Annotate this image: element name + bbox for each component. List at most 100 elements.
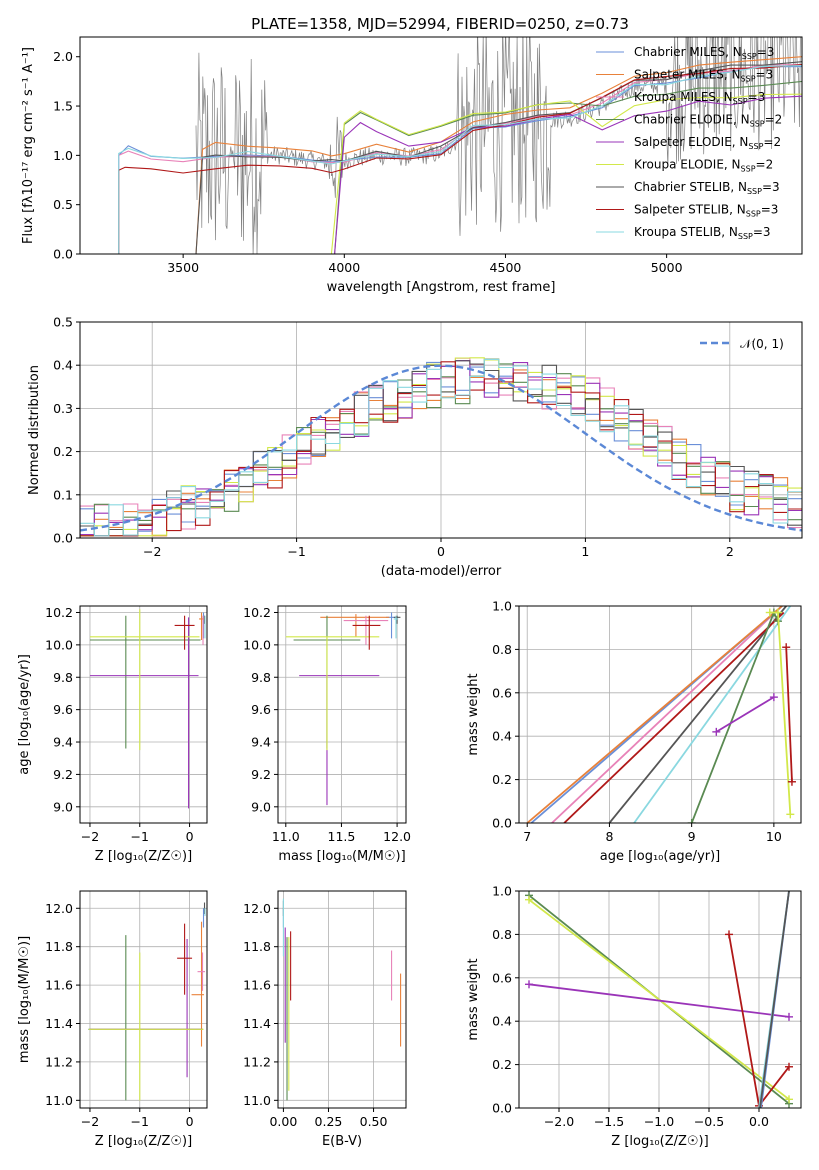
x-tick-label: −1.5 [594, 1114, 624, 1129]
panel-age_vs_Z: −2 −1 0 9.0 9.2 9.4 9.6 9.8 10.0 10.2 Z [log₁₀(Z/Z… [17, 605, 208, 864]
legend-entry: Chabrier STELIB, NSSP=3 [634, 180, 780, 196]
x-tick-label: −1 [131, 829, 149, 844]
y-tick-label: 0.0 [492, 816, 512, 831]
errorbar-kroupa-elodie [89, 609, 200, 751]
axes-frame [277, 890, 407, 1109]
y-tick-label: 11.0 [45, 1093, 73, 1108]
errorbar-kroupa-stelib [393, 615, 399, 639]
legend-entry: 𝒩(0, 1) [740, 337, 784, 351]
y-tick-label: 11.4 [45, 1016, 73, 1031]
x-tick-label: −1.0 [644, 1114, 674, 1129]
x-tick-label: 0.0 [749, 1114, 769, 1129]
weight-line-salpeter-miles [526, 606, 783, 823]
y-tick-label: 0.4 [53, 358, 73, 373]
y-tick-label: 10.0 [45, 637, 73, 652]
axes-frame [79, 605, 208, 824]
x-axis-label: age [log₁₀(age/yr)] [600, 849, 721, 864]
axes-frame [518, 605, 802, 824]
y-tick-label: 0.4 [492, 1014, 512, 1029]
weight-line-kroupa-stelib [633, 606, 792, 823]
legend-entry: Salpeter ELODIE, NSSP=2 [634, 135, 781, 151]
errorbar-salpeter-elodie [89, 617, 199, 809]
y-tick-label: 9.0 [53, 799, 73, 814]
x-tick-label: 2 [726, 544, 734, 559]
y-tick-label: 11.6 [45, 978, 73, 993]
legend-entry: Salpeter MILES, NSSP=3 [634, 68, 773, 84]
errorbar-kroupa-miles [197, 952, 206, 991]
x-tick-label: 3500 [167, 260, 199, 275]
y-tick-label: 9.2 [251, 767, 271, 782]
errorbar-chabrier-elodie [89, 615, 201, 749]
y-axis-label: age [log₁₀(age/yr)] [17, 654, 32, 775]
axes-frame [518, 890, 802, 1109]
y-tick-label: 2.0 [53, 49, 73, 64]
y-tick-label: 9.2 [53, 767, 73, 782]
panel-spectrum: 3500 4000 4500 5000 0.0 0.5 1.0 1.5 2.0 wavelengt… [21, 36, 803, 295]
weight-line-chabrier-stelib [759, 891, 790, 1108]
y-tick-label: 11.2 [243, 1054, 271, 1069]
x-tick-label: −1 [131, 1114, 149, 1129]
y-tick-label: 0.2 [492, 1057, 512, 1072]
y-tick-label: 0.6 [492, 685, 512, 700]
y-axis-label: mass weight [466, 958, 481, 1040]
panel-mass_vs_EBV: 0.00 0.25 0.50 11.0 11.2 11.4 11.6 11.8 12.0 E(B-… [243, 890, 407, 1149]
y-tick-label: 11.2 [45, 1054, 73, 1069]
y-tick-label: 1.0 [492, 599, 512, 614]
plot-area [526, 606, 796, 823]
y-tick-label: 0.5 [53, 315, 73, 330]
y-axis-label: mass weight [466, 673, 481, 755]
legend-entry: Kroupa STELIB, NSSP=3 [634, 225, 771, 241]
x-tick-label: 0 [186, 1114, 194, 1129]
errorbar-kroupa-miles [343, 615, 389, 645]
y-tick-label: 10.2 [243, 605, 271, 620]
plot-area [282, 898, 402, 1101]
model-line-kroupa-stelib [118, 65, 802, 254]
errorbar-salpeter-stelib [174, 615, 195, 650]
x-tick-label: −0.5 [694, 1114, 724, 1129]
x-tick-label: 11.0 [272, 829, 300, 844]
y-tick-label: 9.4 [251, 735, 271, 750]
y-tick-label: 0.2 [53, 444, 73, 459]
x-tick-label: 0.50 [360, 1114, 388, 1129]
figure-title: PLATE=1358, MJD=52994, FIBERID=0250, z=0… [251, 15, 629, 33]
weight-line-kroupa-elodie [525, 895, 793, 1104]
y-tick-label: 10.2 [45, 605, 73, 620]
y-tick-label: 11.6 [243, 978, 271, 993]
x-tick-label: 0.00 [269, 1114, 297, 1129]
x-axis-label: Z [log₁₀(Z/Z☉)] [95, 1134, 192, 1149]
panel-age_vs_mass: 11.0 11.5 12.0 9.0 9.2 9.4 9.6 9.8 10.0 10.2 mass … [243, 605, 411, 864]
weight-line-salpeter-elodie [525, 980, 793, 1021]
weight-line-salpeter-elodie [712, 693, 778, 736]
y-tick-label: 0.0 [492, 1101, 512, 1116]
x-tick-label: 10 [766, 829, 782, 844]
plot-area [285, 612, 401, 806]
model-line-salpeter-miles [195, 56, 802, 254]
x-axis-label: Z [log₁₀(Z/Z☉)] [95, 849, 192, 864]
x-tick-label: −2 [81, 1114, 99, 1129]
plot-area [96, 37, 802, 254]
y-tick-label: 12.0 [243, 901, 271, 916]
y-tick-label: 0.8 [492, 642, 512, 657]
y-tick-label: 12.0 [45, 901, 73, 916]
panel-mass_vs_Z: −2 −1 0 11.0 11.2 11.4 11.6 11.8 12.0 Z [log₁₀(Z/… [17, 890, 208, 1149]
errorbar-kroupa-elodie [88, 952, 204, 1101]
x-tick-label: 8 [605, 829, 613, 844]
plot-area [88, 902, 206, 1101]
x-tick-label: 0 [186, 829, 194, 844]
y-tick-label: 0.5 [53, 197, 73, 212]
y-tick-label: 11.4 [243, 1016, 271, 1031]
legend-entry: Chabrier ELODIE, NSSP=2 [634, 113, 782, 129]
model-line-kroupa-elodie [330, 93, 802, 254]
y-tick-label: 1.0 [492, 884, 512, 899]
plot-area [89, 609, 206, 809]
x-axis-label: mass [log₁₀(M/M☉)] [278, 849, 405, 864]
axes-frame [79, 36, 803, 255]
y-tick-label: 9.8 [251, 670, 271, 685]
axes-frame [277, 605, 407, 824]
x-tick-label: 7 [523, 829, 531, 844]
x-tick-label: −2 [81, 829, 99, 844]
weight-line-kroupa-elodie [765, 608, 795, 819]
x-tick-label: 9 [688, 829, 696, 844]
x-tick-label: 0 [437, 544, 445, 559]
legend: Chabrier MILES, NSSP=3 Salpeter MILES, NS… [596, 45, 782, 241]
